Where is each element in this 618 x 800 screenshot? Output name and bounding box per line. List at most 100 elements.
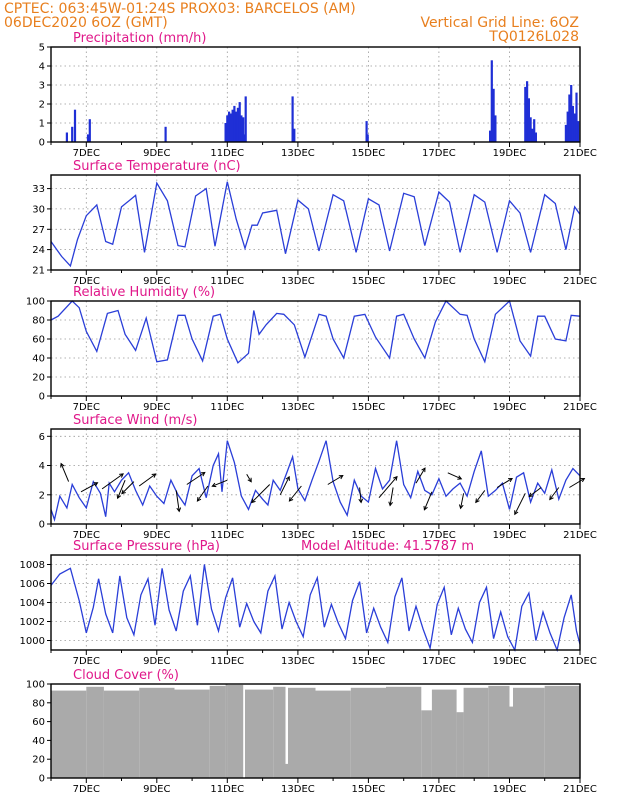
wind-xtick-label: 9DEC bbox=[143, 530, 170, 541]
cloud-bar-2 bbox=[103, 690, 140, 778]
cloud-bar-18 bbox=[456, 712, 464, 778]
precip-bar-31 bbox=[531, 128, 534, 142]
precip-bar-19 bbox=[291, 96, 294, 142]
wind-xtick-label: 19DEC bbox=[493, 530, 527, 541]
cloud-ytick-label: 100 bbox=[26, 680, 45, 691]
precip-bar-12 bbox=[235, 111, 238, 142]
precip-bar-5 bbox=[164, 126, 167, 142]
header-grid-line: Vertical Grid Line: 6OZ bbox=[420, 15, 579, 31]
header: CPTEC: 063:45W-01:24S PROX03: BARCELOS (… bbox=[4, 1, 579, 45]
precip-ytick-label: 2 bbox=[39, 100, 45, 111]
cloud-ytick-label: 20 bbox=[32, 755, 45, 766]
wind-vector-15 bbox=[358, 487, 364, 504]
header-date: 06DEC2020 6OZ (GMT) bbox=[4, 15, 168, 31]
cloud-bar-20 bbox=[488, 685, 510, 778]
wind-xtick-label: 15DEC bbox=[352, 530, 386, 541]
cloud-title: Cloud Cover (%) bbox=[73, 668, 179, 683]
pres-xtick-label: 9DEC bbox=[143, 656, 170, 667]
wind-vector-19 bbox=[423, 491, 433, 511]
cloud-xtick-label: 19DEC bbox=[493, 784, 527, 795]
precip-bar-26 bbox=[494, 115, 497, 142]
temp-frame bbox=[50, 174, 581, 271]
precip-bar-36 bbox=[568, 94, 571, 142]
precip-bar-22 bbox=[366, 134, 369, 142]
pres-ytick-label: 1004 bbox=[20, 598, 45, 609]
cloud-bar-7 bbox=[227, 684, 244, 778]
temp-xtick-label: 19DEC bbox=[493, 276, 527, 287]
rh-xtick-label: 15DEC bbox=[352, 402, 386, 413]
precip-bar-40 bbox=[575, 92, 578, 142]
temp-xtick-label: 9DEC bbox=[143, 276, 170, 287]
precip-bar-4 bbox=[88, 119, 91, 142]
cloud-bar-4 bbox=[174, 689, 210, 778]
wind-vector-4 bbox=[121, 481, 135, 495]
wind-xtick-label: 21DEC bbox=[563, 530, 597, 541]
header-model-code: TQ0126L028 bbox=[488, 29, 579, 45]
precip-bar-2 bbox=[73, 109, 77, 142]
wind-vector-3 bbox=[116, 480, 126, 500]
rh-ytick-label: 0 bbox=[39, 392, 45, 403]
cloud-bar-14 bbox=[350, 687, 387, 778]
cloud-bar-3 bbox=[139, 687, 175, 778]
cloud-bar-13 bbox=[315, 690, 351, 778]
wind-vector-8 bbox=[196, 485, 209, 502]
temp-xtick-label: 11DEC bbox=[210, 276, 244, 287]
temp-series-line bbox=[50, 181, 581, 268]
cloud-xtick-label: 7DEC bbox=[73, 784, 100, 795]
precip-bar-30 bbox=[529, 117, 532, 142]
precip-bar-16 bbox=[242, 117, 245, 142]
cloud-xtick-label: 15DEC bbox=[352, 784, 386, 795]
wind-ytick-label: 0 bbox=[39, 520, 45, 531]
pres-xtick-label: 17DEC bbox=[422, 656, 456, 667]
cloud-bar-6 bbox=[225, 684, 228, 778]
precip-bar-11 bbox=[233, 105, 236, 142]
cloud-bar-22 bbox=[513, 687, 545, 778]
rh-ytick-label: 80 bbox=[32, 316, 45, 327]
wind-xtick-label: 17DEC bbox=[422, 530, 456, 541]
precip-bar-38 bbox=[571, 105, 574, 142]
precip-bar-8 bbox=[228, 111, 231, 142]
precip-bar-14 bbox=[238, 102, 241, 142]
wind-vector-2 bbox=[101, 473, 124, 490]
temp-ytick-label: 33 bbox=[32, 184, 45, 195]
wind-vector-23 bbox=[496, 477, 513, 488]
rh-ytick-label: 60 bbox=[32, 335, 45, 346]
wind-series-line bbox=[50, 440, 581, 522]
cloud-bar-11 bbox=[285, 763, 288, 778]
precip-bar-15 bbox=[240, 115, 243, 142]
cloud-bar-17 bbox=[431, 689, 457, 778]
rh-xtick-label: 13DEC bbox=[281, 402, 315, 413]
precip-bar-18 bbox=[244, 96, 247, 142]
precip-bar-10 bbox=[231, 109, 234, 142]
pres-ytick-label: 1008 bbox=[20, 560, 45, 571]
precip-title: Precipitation (mm/h) bbox=[73, 31, 206, 46]
wind-vector-7 bbox=[186, 471, 206, 485]
precip-bar-33 bbox=[534, 132, 537, 142]
temp-xtick-label: 13DEC bbox=[281, 276, 315, 287]
cloud-ytick-label: 60 bbox=[32, 717, 45, 728]
wind-xtick-label: 7DEC bbox=[73, 530, 100, 541]
precip-xtick-label: 11DEC bbox=[210, 148, 244, 159]
cloud-ytick-label: 40 bbox=[32, 736, 45, 747]
precip-xtick-label: 9DEC bbox=[143, 148, 170, 159]
precip-bar-27 bbox=[524, 86, 527, 142]
cloud-bar-9 bbox=[245, 689, 274, 778]
wind-title: Surface Wind (m/s) bbox=[73, 413, 197, 428]
pres-xtick-label: 11DEC bbox=[210, 656, 244, 667]
wind-vector-26 bbox=[549, 487, 560, 501]
rh-xtick-label: 7DEC bbox=[73, 402, 100, 413]
wind-xtick-label: 13DEC bbox=[281, 530, 315, 541]
precip-xtick-label: 15DEC bbox=[352, 148, 386, 159]
cloud-bar-15 bbox=[386, 686, 422, 778]
precip-xtick-label: 7DEC bbox=[73, 148, 100, 159]
rh-ytick-label: 100 bbox=[26, 297, 45, 308]
cloud-bar-23 bbox=[544, 685, 580, 778]
pres-ytick-label: 1006 bbox=[20, 579, 45, 590]
precip-ytick-label: 1 bbox=[39, 119, 45, 130]
wind-vector-10 bbox=[246, 474, 252, 483]
temp-ytick-label: 24 bbox=[32, 245, 45, 256]
wind-vector-17 bbox=[388, 487, 394, 507]
precip-xtick-label: 17DEC bbox=[422, 148, 456, 159]
pres-title: Surface Pressure (hPa) bbox=[73, 539, 220, 554]
